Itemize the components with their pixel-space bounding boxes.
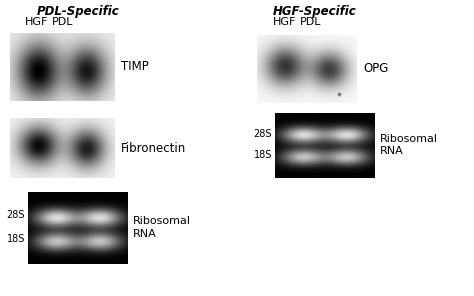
- Text: Fibronectin: Fibronectin: [121, 141, 186, 155]
- Text: HGF: HGF: [25, 17, 49, 27]
- Text: TIMP: TIMP: [121, 60, 149, 73]
- Text: OPG: OPG: [363, 62, 388, 75]
- Text: 28S: 28S: [254, 129, 272, 139]
- Text: RNA: RNA: [380, 146, 404, 156]
- Text: 18S: 18S: [254, 150, 272, 160]
- Text: PDL-Specific: PDL-Specific: [36, 5, 119, 18]
- Text: PDL: PDL: [300, 17, 322, 27]
- Text: 28S: 28S: [7, 210, 25, 220]
- Text: Ribosomal: Ribosomal: [133, 216, 191, 226]
- Text: 18S: 18S: [7, 234, 25, 244]
- Text: RNA: RNA: [133, 229, 157, 239]
- Text: HGF-Specific: HGF-Specific: [273, 5, 357, 18]
- Text: Ribosomal: Ribosomal: [380, 134, 438, 144]
- Text: PDL: PDL: [52, 17, 74, 27]
- Text: HGF: HGF: [273, 17, 297, 27]
